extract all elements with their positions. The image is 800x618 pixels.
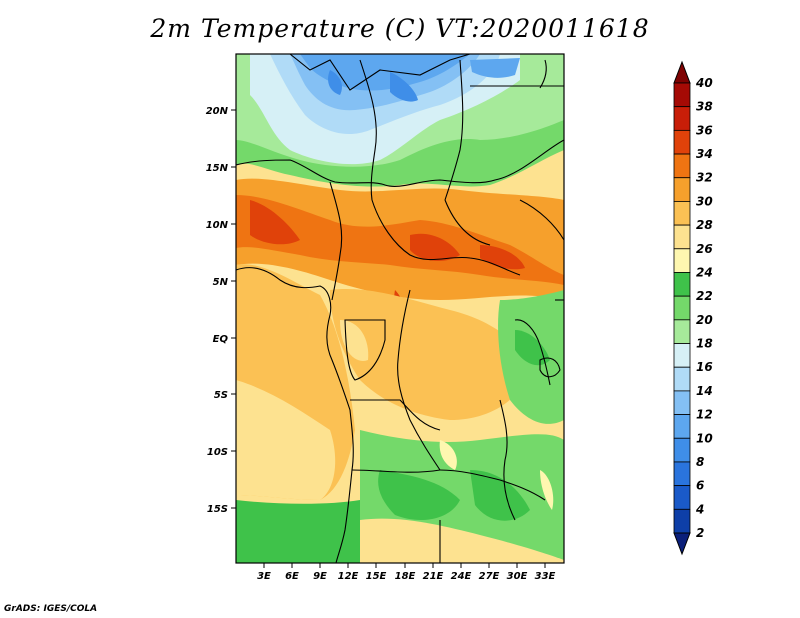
colorbar-label: 12	[696, 408, 713, 422]
colorbar-label: 26	[696, 242, 713, 256]
colorbar-bin	[673, 106, 691, 131]
lat-label: EQ	[213, 334, 229, 345]
colorbar-label: 30	[696, 194, 713, 208]
colorbar-bottom-arrow	[673, 532, 691, 556]
colorbar-bin	[673, 129, 691, 155]
colorbar-bin	[673, 272, 691, 297]
lon-label: 6E	[285, 571, 299, 582]
colorbar-bin	[673, 224, 691, 250]
lat-label: 10S	[207, 447, 228, 458]
colorbar-label: 36	[696, 123, 713, 137]
lat-axis: 20N 15N 10N 5N EQ 5S 10S 15S	[206, 106, 236, 515]
colorbar: 40 38 36 34 32 30 28 26 24 22 20 18 16 14 12 10 8 6 4 2	[673, 60, 713, 556]
colorbar-bin	[673, 366, 691, 392]
colorbar-bin	[673, 82, 691, 108]
colorbar-label: 4	[695, 502, 704, 516]
colorbar-bin	[673, 201, 691, 226]
colorbar-label: 2	[696, 526, 704, 540]
lon-label: 15E	[366, 571, 387, 582]
colorbar-bin	[673, 414, 691, 439]
colorbar-label: 20	[696, 313, 713, 327]
colorbar-label: 32	[696, 171, 713, 185]
colorbar-label: 16	[696, 360, 713, 374]
colorbar-top-arrow	[673, 60, 691, 84]
colorbar-label: 34	[696, 147, 713, 161]
lat-label: 5S	[214, 390, 228, 401]
colorbar-label: 10	[696, 431, 713, 445]
lon-label: 24E	[451, 571, 472, 582]
lon-label: 30E	[507, 571, 528, 582]
colorbar-bin	[673, 390, 691, 415]
colorbar-bin	[673, 485, 691, 510]
colorbar-label: 38	[696, 100, 713, 114]
credit-text: GrADS: IGES/COLA	[4, 604, 98, 614]
colorbar-bin	[673, 437, 691, 463]
colorbar-label: 14	[696, 384, 713, 398]
lon-label: 9E	[313, 571, 327, 582]
lon-label: 33E	[535, 571, 556, 582]
lon-label: 27E	[479, 571, 500, 582]
colorbar-label: 22	[696, 289, 713, 303]
colorbar-bin	[673, 153, 691, 179]
temperature-field	[236, 54, 564, 563]
borders	[236, 54, 564, 563]
map-frame	[235, 53, 565, 564]
colorbar-label: 18	[696, 337, 713, 351]
colorbar-label: 6	[696, 479, 704, 493]
colorbar-bin	[673, 319, 691, 344]
colorbar-bin	[673, 343, 691, 368]
lat-label: 15S	[207, 504, 228, 515]
lat-label: 20N	[206, 106, 229, 117]
colorbar-label: 8	[696, 455, 704, 469]
colorbar-label: 24	[696, 265, 713, 279]
colorbar-bin	[673, 177, 691, 202]
lat-label: 15N	[206, 163, 229, 174]
colorbar-label: 28	[696, 218, 713, 232]
colorbar-bin	[673, 295, 691, 321]
lon-label: 18E	[395, 571, 416, 582]
lat-label: 5N	[213, 277, 229, 288]
lon-axis: 3E 6E 9E 12E 15E 18E 21E 24E 27E 30E 33E	[257, 563, 556, 582]
colorbar-bin	[673, 508, 691, 534]
lat-label: 10N	[206, 220, 229, 231]
lon-label: 3E	[257, 571, 271, 582]
colorbar-bin	[673, 461, 691, 487]
colorbar-label: 40	[695, 76, 713, 90]
map-title: 2m Temperature (C) VT:2020011618	[150, 14, 650, 43]
lon-label: 12E	[338, 571, 359, 582]
colorbar-bin	[673, 248, 691, 273]
lon-label: 21E	[423, 571, 444, 582]
